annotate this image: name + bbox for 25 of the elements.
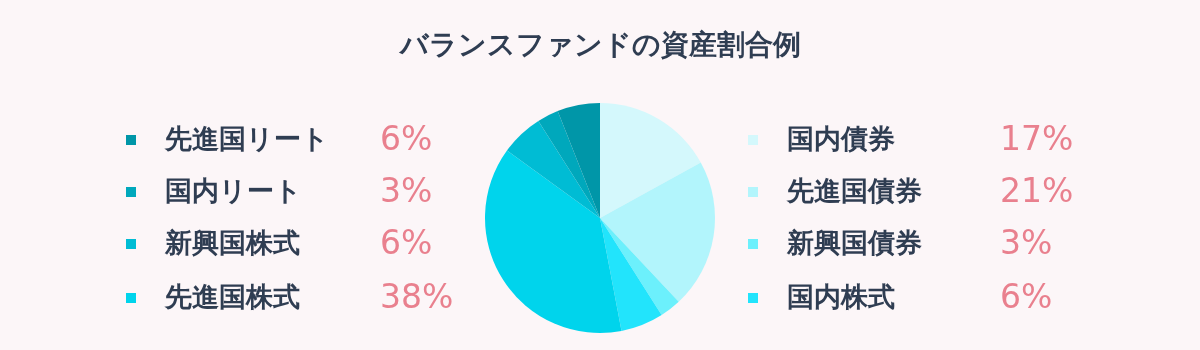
data-label: 3% [380,171,433,210]
pie-slice [538,111,600,218]
pie-slice [485,150,622,333]
legend-label: 国内株式 [787,281,895,312]
data-label: 6% [380,119,433,158]
pie-slice [506,120,600,218]
pie-slice [600,162,715,302]
pie-slice [600,103,701,218]
data-label: 21% [1000,171,1074,210]
legend-label: 新興国債券 [786,227,922,258]
legend-label: 先進国債券 [786,175,922,206]
data-label: 3% [1000,223,1053,262]
chart-title: バランスファンドの資産割合例 [397,28,801,61]
pie-slice [557,103,600,218]
data-label: 6% [380,223,433,262]
pie-slice [600,218,679,316]
legend-label: 国内債券 [787,123,895,154]
data-label: 17% [1000,119,1074,158]
data-label: 6% [1000,277,1053,316]
legend-label: 国内リート [165,175,302,206]
legend-label: 新興国株式 [164,227,300,258]
pie-slice [600,218,662,331]
data-label: 38% [380,277,454,316]
legend-label: 先進国株式 [164,281,300,312]
legend-label: 先進国リート [164,123,329,154]
